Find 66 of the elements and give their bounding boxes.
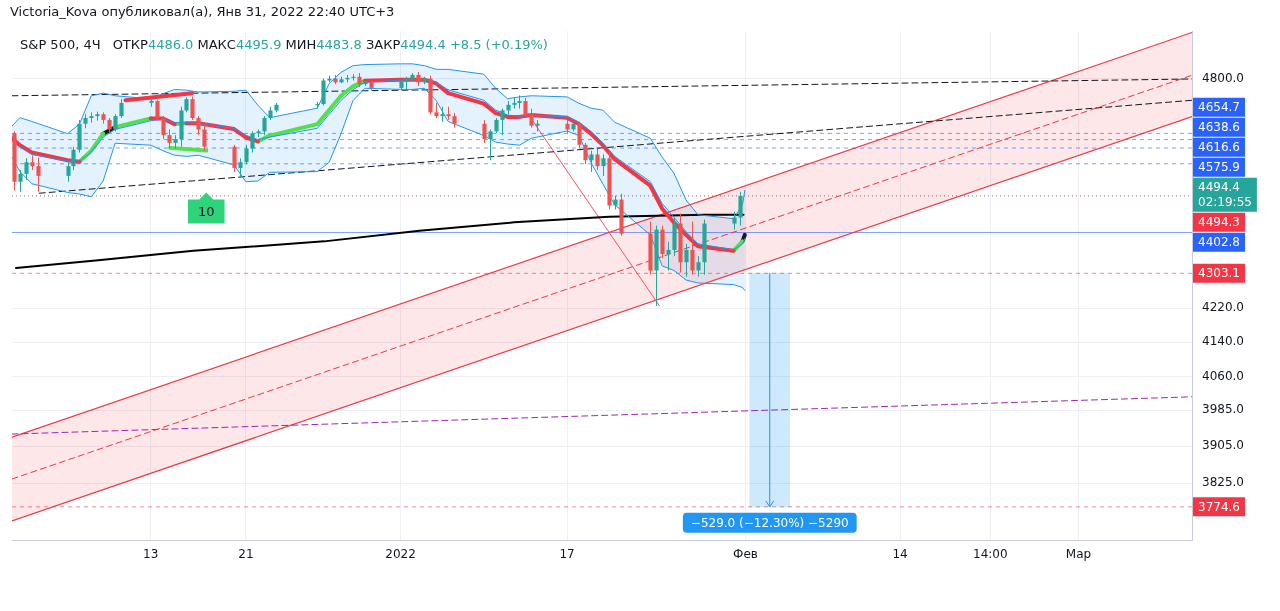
ref-line-label: 4494.3 [1198, 215, 1240, 230]
candlestick [684, 243, 689, 278]
candlestick [696, 255, 701, 278]
ref-line-label: 4303.1 [1198, 266, 1240, 281]
text: Victoria_Kova опубликовал(а), Янв 31, 2022 22:40 UTC+3 [10, 4, 395, 19]
y-tick-label: 4060.0 [1202, 369, 1244, 384]
candlestick [732, 211, 737, 231]
ref-line-label: 4494.4 02:19:55 [1198, 180, 1252, 210]
candlestick [512, 96, 517, 110]
y-tick-label: 3825.0 [1202, 475, 1244, 490]
x-tick-label: Фев [733, 547, 758, 562]
candlestick [589, 150, 594, 173]
candlestick [71, 146, 76, 171]
candlestick [738, 191, 743, 227]
candlestick [244, 144, 249, 165]
candlestick [155, 99, 160, 122]
ref-line-label: 4402.8 [1198, 235, 1240, 250]
candlestick [601, 153, 606, 177]
ref-line-label: 4616.6 [1198, 140, 1240, 155]
candlestick [36, 157, 41, 193]
text: S&P 500, 4Ч [20, 37, 101, 52]
candlestick [577, 121, 582, 150]
candlestick [66, 161, 71, 183]
ref-line-label: 3774.6 [1198, 499, 1240, 514]
candlestick [595, 148, 600, 171]
candlestick [232, 144, 237, 173]
candlestick [321, 78, 326, 107]
candlestick [250, 130, 255, 154]
y-tick-label: 4140.0 [1202, 334, 1244, 349]
y-tick-label: 4220.0 [1202, 300, 1244, 315]
candlestick [500, 108, 505, 136]
y-tick-label: 3985.0 [1202, 402, 1244, 417]
y-tick-label: 3905.0 [1202, 438, 1244, 453]
text: ОТКР4486.0 МАКС4495.9 МИН4483.8 ЗАКР4494.4 +8.5 (+0.19%) [112, 37, 548, 52]
candlestick [24, 157, 29, 181]
x-tick-label: 13 [143, 547, 159, 562]
candlestick [262, 115, 267, 136]
data-label: −529.0 (−12.30%) −5290 [690, 515, 849, 530]
x-tick-label: 2022 [385, 547, 416, 562]
y-tick-label: 4800.0 [1202, 70, 1244, 85]
candlestick [196, 115, 201, 136]
x-tick-label: 21 [238, 547, 254, 562]
candlestick [238, 157, 243, 179]
candlestick [119, 98, 124, 119]
ref-line-label: 4654.7 [1198, 100, 1240, 115]
candlestick [517, 94, 522, 110]
candlestick [190, 96, 195, 121]
ref-line-label: 4575.9 [1198, 160, 1240, 175]
candlestick [583, 142, 588, 165]
candlestick [482, 119, 487, 144]
candlestick [161, 115, 166, 140]
x-tick-label: 14:00 [973, 547, 1008, 562]
candlestick [18, 169, 23, 193]
candlestick [523, 97, 528, 117]
candlestick [167, 128, 172, 150]
candlestick [488, 128, 493, 161]
x-tick-label: Мар [1065, 547, 1092, 562]
annotation: 10 [198, 203, 215, 219]
candlestick [666, 241, 671, 271]
candlestick [202, 123, 207, 152]
candlestick [529, 108, 534, 129]
x-tick-label: 14 [892, 547, 908, 562]
candlestick [690, 221, 695, 276]
x-tick-label: 17 [559, 547, 575, 562]
legend-label: 4638.6 [1198, 120, 1240, 135]
candlestick [89, 111, 94, 124]
